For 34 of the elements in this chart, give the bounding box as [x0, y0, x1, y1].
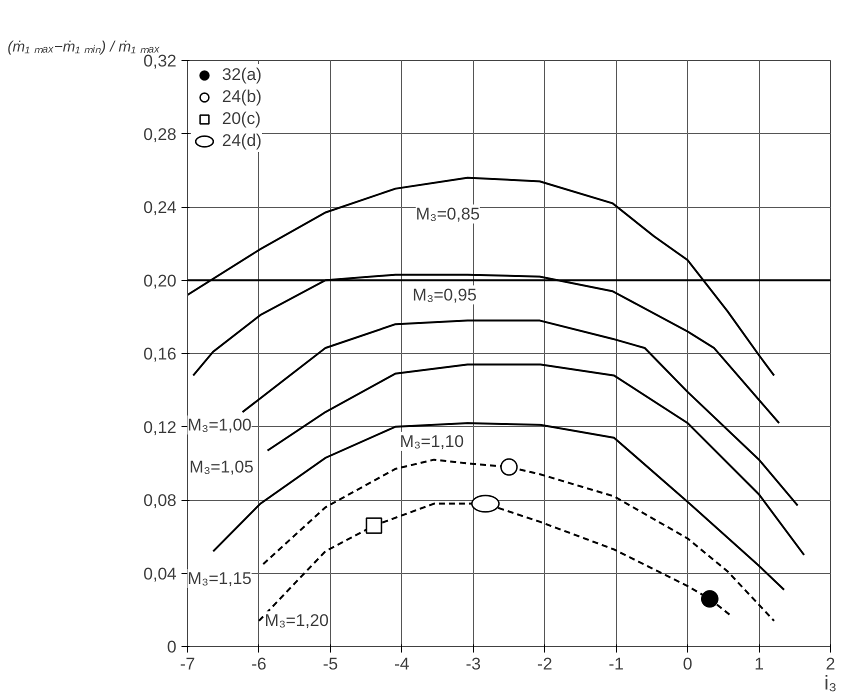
- x-tick-label: 2: [826, 654, 836, 674]
- annotation: M₃=0,85: [416, 204, 480, 224]
- point: [701, 590, 719, 608]
- x-tick-label: -7: [180, 654, 196, 674]
- y-tick-label: 0,20: [143, 271, 177, 290]
- y-tick-label: 0,28: [143, 124, 177, 144]
- x-tick-label: -1: [608, 654, 624, 674]
- x-tick-label: 0: [682, 654, 692, 674]
- x-tick-label: -5: [322, 654, 338, 674]
- annotation: M₃=1,20: [264, 611, 329, 630]
- annotation: M₃=1,00: [188, 415, 252, 434]
- y-tick-label: 0,04: [143, 564, 177, 584]
- x-tick-label: -6: [251, 654, 267, 674]
- annotation: M₃=1,15: [188, 569, 252, 588]
- x-tick-label: -3: [466, 654, 481, 674]
- y-tick-label: 0: [167, 638, 177, 656]
- y-tick-label: 0,08: [143, 491, 177, 510]
- line-series: [266, 363, 806, 556]
- point: [500, 458, 518, 476]
- x-tick-label: 1: [754, 654, 764, 674]
- y-tick-label: 0,16: [143, 344, 177, 364]
- point: [366, 517, 382, 534]
- y-tick-label: 0,12: [143, 418, 177, 437]
- x-axis-title: i₃: [824, 672, 837, 694]
- x-tick-label: -2: [537, 654, 552, 674]
- annotation: M₃=1,10: [400, 432, 464, 451]
- legend-label: 32(a): [222, 64, 262, 86]
- annotation: M₃=1,05: [189, 458, 254, 477]
- legend-label: 20(c): [222, 108, 261, 130]
- annotation: M₃=0,95: [412, 285, 477, 304]
- y-tick-label: 0,24: [143, 198, 177, 217]
- x-tick-label: -4: [394, 654, 410, 674]
- legend-label: 24(b): [222, 86, 262, 108]
- legend-label: 24(d): [222, 130, 262, 152]
